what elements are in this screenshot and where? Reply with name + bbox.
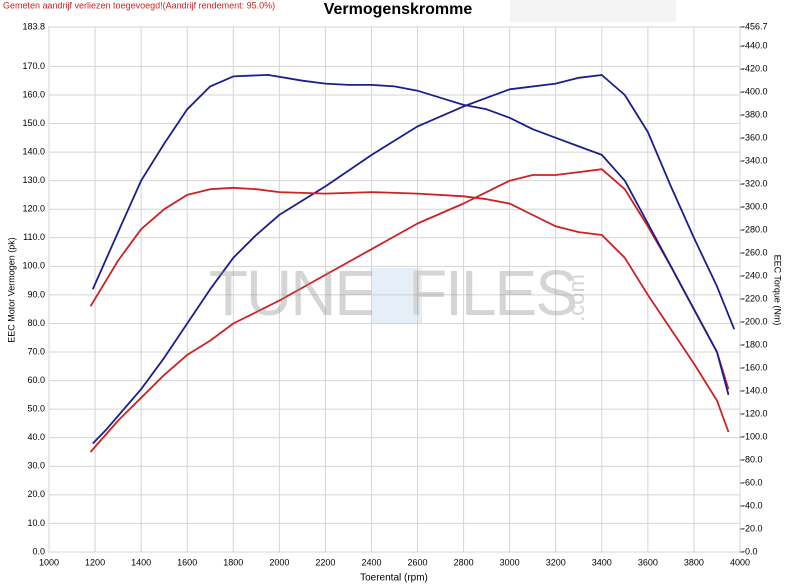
watermark-icon bbox=[372, 268, 422, 324]
x-tick-label: 1200 bbox=[85, 557, 105, 567]
x-tick-label: 2800 bbox=[454, 557, 474, 567]
chart-title: Vermogenskromme bbox=[324, 1, 473, 18]
y-tick-label: 100.0 bbox=[22, 261, 45, 271]
y2-tick-label: -140.0 bbox=[742, 385, 768, 395]
y2-tick-label: -440.0 bbox=[742, 41, 768, 51]
series-line bbox=[91, 74, 730, 396]
y-tick-label: 90.0 bbox=[27, 289, 45, 299]
y2-tick-label: -160.0 bbox=[742, 362, 768, 372]
y2-axis-label: EEC Torque (Nm) bbox=[773, 255, 783, 326]
y-tick-label: 0.0 bbox=[32, 546, 45, 556]
y-tick-label: 170.0 bbox=[22, 61, 45, 71]
y-tick-label: 40.0 bbox=[27, 432, 45, 442]
y-tick-label: 120.0 bbox=[22, 204, 45, 214]
x-tick-label: 3800 bbox=[684, 557, 704, 567]
x-tick-label: 1400 bbox=[131, 557, 151, 567]
y-tick-label: 60.0 bbox=[27, 375, 45, 385]
y-axis-label: EEC Motor Vermogen (pk) bbox=[6, 237, 16, 343]
y2-tick-label: -120.0 bbox=[742, 408, 768, 418]
x-tick-label: 2200 bbox=[315, 557, 335, 567]
y2-tick-label: -360.0 bbox=[742, 133, 768, 143]
x-axis-label: Toerental (rpm) bbox=[360, 573, 428, 584]
header-box bbox=[510, 0, 676, 22]
x-tick-label: 1800 bbox=[223, 557, 243, 567]
x-tick-label: 2400 bbox=[361, 557, 381, 567]
series-line bbox=[89, 186, 730, 433]
y2-tick-label: -40.0 bbox=[742, 500, 763, 510]
watermark-text: TUNE bbox=[209, 257, 375, 329]
x-tick-label: 2000 bbox=[269, 557, 289, 567]
x-tick-label: 2600 bbox=[408, 557, 428, 567]
x-tick-label: 3600 bbox=[638, 557, 658, 567]
series-line bbox=[92, 74, 736, 445]
y2-tick-label: -300.0 bbox=[742, 202, 768, 212]
y2-tick-label: -260.0 bbox=[742, 247, 768, 257]
note: Gemeten aandrijf verliezen toegevoegd!(A… bbox=[3, 0, 275, 10]
y-tick-label: 10.0 bbox=[27, 518, 45, 528]
x-tick-label: 1000 bbox=[39, 557, 59, 567]
y2-tick-label: -456.7 bbox=[742, 21, 768, 31]
watermark-text: FILES bbox=[408, 257, 576, 329]
y-tick-label: 130.0 bbox=[22, 175, 45, 185]
y-tick-label: 150.0 bbox=[22, 118, 45, 128]
y-tick-label: 140.0 bbox=[22, 146, 45, 156]
x-tick-label: 3200 bbox=[546, 557, 566, 567]
y2-tick-label: -220.0 bbox=[742, 293, 768, 303]
y2-tick-label: -200.0 bbox=[742, 316, 768, 326]
y2-tick-label: -280.0 bbox=[742, 225, 768, 235]
watermark: TUNE FILES .com bbox=[209, 257, 589, 329]
y-tick-label: 183.8 bbox=[22, 21, 45, 31]
y2-tick-label: -80.0 bbox=[742, 454, 763, 464]
y2-tick-label: -20.0 bbox=[742, 523, 763, 533]
y-tick-label: 20.0 bbox=[27, 489, 45, 499]
y2-tick-label: -420.0 bbox=[742, 64, 768, 74]
x-tick-label: 4000 bbox=[730, 557, 750, 567]
y2-tick-label: -60.0 bbox=[742, 477, 763, 487]
y2-tick-label: -100.0 bbox=[742, 431, 768, 441]
y-tick-label: 70.0 bbox=[27, 346, 45, 356]
y2-tick-label: -0.0 bbox=[742, 546, 758, 556]
y-tick-label: 160.0 bbox=[22, 89, 45, 99]
watermark-suffix: .com bbox=[564, 274, 589, 322]
x-tick-label: 3400 bbox=[592, 557, 612, 567]
y-tick-label: 50.0 bbox=[27, 404, 45, 414]
y2-tick-label: -320.0 bbox=[742, 179, 768, 189]
y2-tick-label: -380.0 bbox=[742, 110, 768, 120]
y2-tick-label: -340.0 bbox=[742, 156, 768, 166]
y2-tick-label: -400.0 bbox=[742, 87, 768, 97]
y-tick-label: 30.0 bbox=[27, 461, 45, 471]
y2-tick-label: -180.0 bbox=[742, 339, 768, 349]
y-tick-label: 80.0 bbox=[27, 318, 45, 328]
x-tick-label: 3000 bbox=[500, 557, 520, 567]
x-tick-label: 1600 bbox=[177, 557, 197, 567]
plot-area bbox=[48, 26, 741, 553]
y2-tick-label: -240.0 bbox=[742, 270, 768, 280]
y-tick-label: 110.0 bbox=[23, 232, 45, 242]
